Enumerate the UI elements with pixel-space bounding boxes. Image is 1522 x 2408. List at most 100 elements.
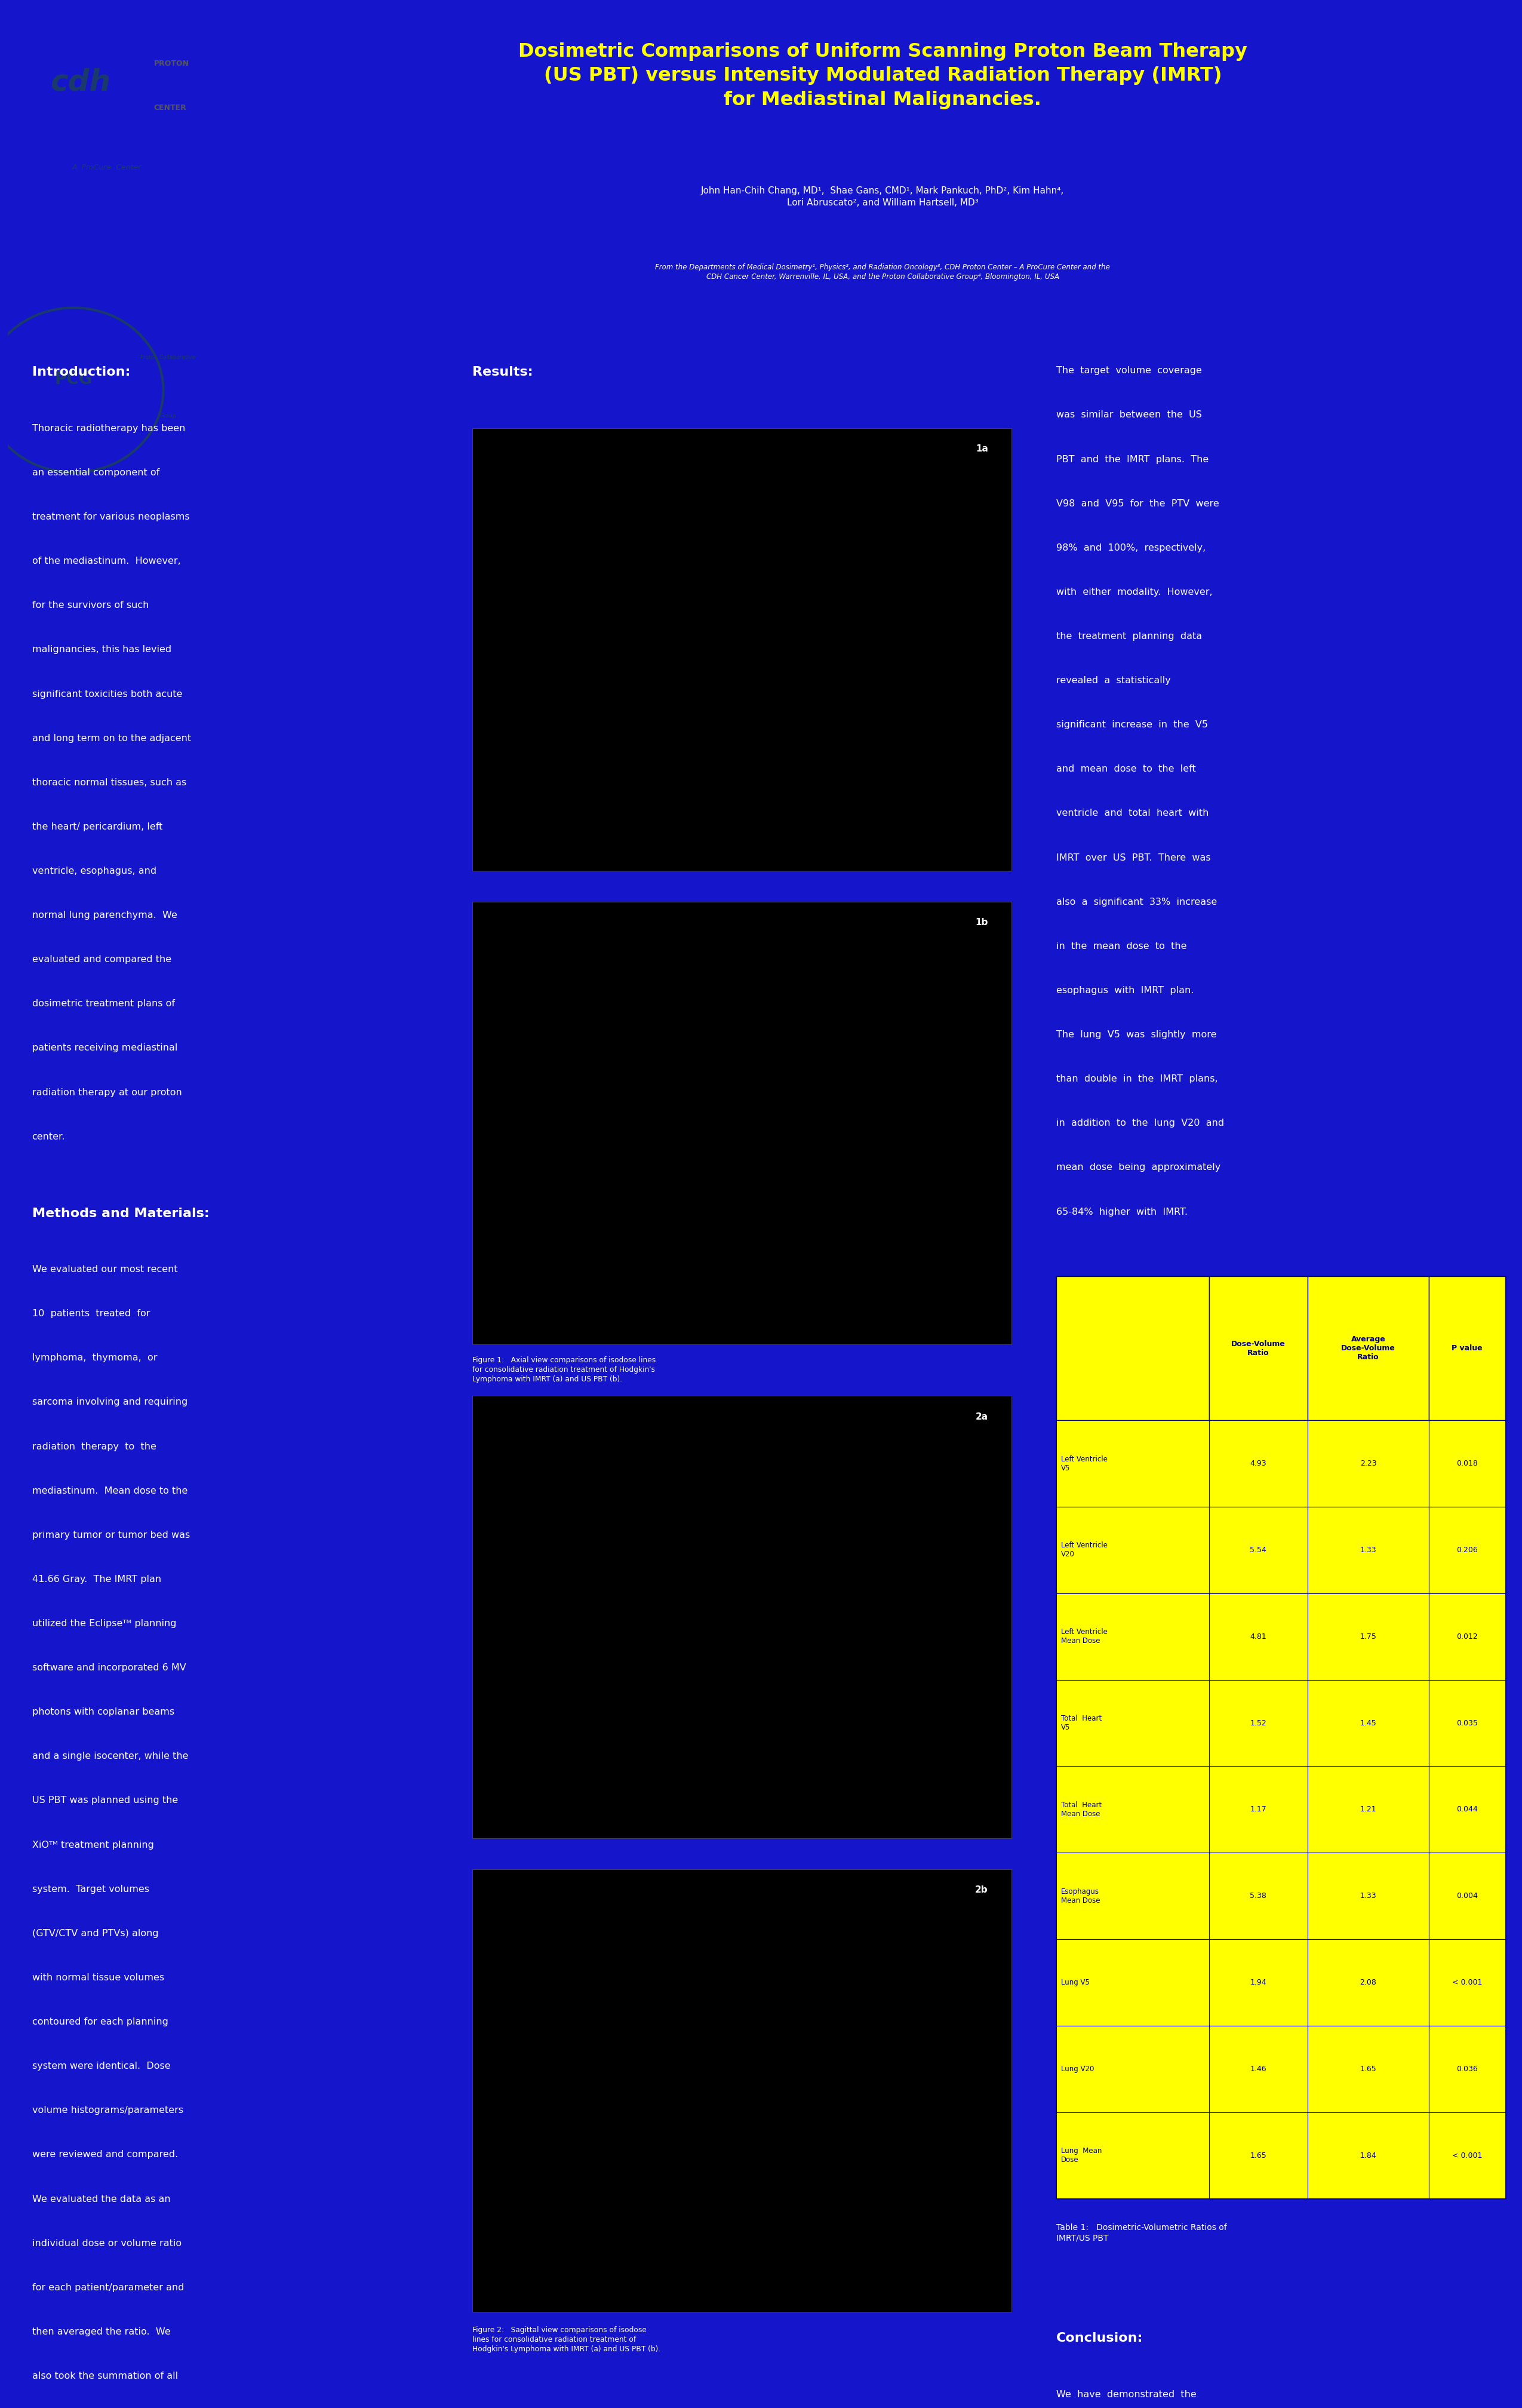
Text: Thoracic radiotherapy has been: Thoracic radiotherapy has been: [32, 424, 186, 433]
Text: Left Ventricle
Mean Dose: Left Ventricle Mean Dose: [1061, 1628, 1108, 1645]
Bar: [1056, 1938, 1208, 2025]
Text: Introduction:: Introduction:: [32, 366, 129, 378]
Text: Left Ventricle
V5: Left Ventricle V5: [1061, 1454, 1108, 1471]
Text: system.  Target volumes: system. Target volumes: [32, 1885, 149, 1893]
Text: with normal tissue volumes: with normal tissue volumes: [32, 1972, 164, 1982]
Bar: [1307, 1681, 1429, 1765]
Text: Left Ventricle
V20: Left Ventricle V20: [1061, 1541, 1108, 1558]
Bar: [1056, 1681, 1208, 1765]
Text: 4.81: 4.81: [1250, 1633, 1266, 1640]
Text: Dose-Volume
Ratio: Dose-Volume Ratio: [1231, 1339, 1286, 1356]
Bar: [1056, 1421, 1208, 1507]
Text: significant toxicities both acute: significant toxicities both acute: [32, 689, 183, 698]
Text: and  mean  dose  to  the  left: and mean dose to the left: [1056, 766, 1196, 773]
Bar: [1056, 2112, 1208, 2199]
Text: volume histograms/parameters: volume histograms/parameters: [32, 2107, 183, 2114]
Text: Lung  Mean
Dose: Lung Mean Dose: [1061, 2148, 1102, 2165]
Text: PCG: PCG: [55, 371, 93, 388]
Bar: [1208, 2112, 1307, 2199]
Bar: [1307, 1938, 1429, 2025]
Text: < 0.001: < 0.001: [1452, 2150, 1482, 2160]
Text: for the survivors of such: for the survivors of such: [32, 602, 149, 609]
Bar: [1429, 1276, 1505, 1421]
Text: 10  patients  treated  for: 10 patients treated for: [32, 1310, 149, 1317]
Text: for each patient/parameter and: for each patient/parameter and: [32, 2283, 184, 2292]
Bar: [1307, 2112, 1429, 2199]
Text: 2a: 2a: [976, 1411, 988, 1421]
Text: 1.75: 1.75: [1361, 1633, 1376, 1640]
Bar: [1429, 1507, 1505, 1594]
Text: with  either  modality.  However,: with either modality. However,: [1056, 588, 1213, 597]
Text: system were identical.  Dose: system were identical. Dose: [32, 2061, 170, 2071]
Text: 0.036: 0.036: [1457, 2066, 1478, 2073]
Text: evaluated and compared the: evaluated and compared the: [32, 956, 170, 963]
Text: 2.08: 2.08: [1361, 1979, 1376, 1987]
Text: Dosimetric Comparisons of Uniform Scanning Proton Beam Therapy
(US PBT) versus I: Dosimetric Comparisons of Uniform Scanni…: [519, 41, 1247, 108]
Text: 98%  and  100%,  respectively,: 98% and 100%, respectively,: [1056, 544, 1205, 551]
Text: 1.65: 1.65: [1361, 2066, 1376, 2073]
Text: Total  Heart
V5: Total Heart V5: [1061, 1714, 1102, 1731]
Bar: [1056, 1276, 1208, 1421]
Text: the heart/ pericardium, left: the heart/ pericardium, left: [32, 821, 163, 831]
Text: ventricle  and  total  heart  with: ventricle and total heart with: [1056, 809, 1208, 819]
Text: the  treatment  planning  data: the treatment planning data: [1056, 631, 1202, 641]
Bar: [1307, 1852, 1429, 1938]
Bar: [1208, 1852, 1307, 1938]
Text: was  similar  between  the  US: was similar between the US: [1056, 409, 1202, 419]
Text: then averaged the ratio.  We: then averaged the ratio. We: [32, 2326, 170, 2336]
Text: Total  Heart
Mean Dose: Total Heart Mean Dose: [1061, 1801, 1102, 1818]
Text: We evaluated the data as an: We evaluated the data as an: [32, 2194, 170, 2203]
Text: 1.33: 1.33: [1361, 1546, 1376, 1553]
Text: and a single isocenter, while the: and a single isocenter, while the: [32, 1753, 189, 1760]
Bar: [1056, 1594, 1208, 1681]
Bar: [1307, 1765, 1429, 1852]
Text: Results:: Results:: [472, 366, 533, 378]
Text: 1a: 1a: [976, 445, 988, 453]
Text: treatment for various neoplasms: treatment for various neoplasms: [32, 513, 189, 523]
Text: were reviewed and compared.: were reviewed and compared.: [32, 2150, 178, 2160]
Text: utilized the Eclipseᵀᴹ planning: utilized the Eclipseᵀᴹ planning: [32, 1618, 177, 1628]
Bar: [1307, 1507, 1429, 1594]
Text: mediastinum.  Mean dose to the: mediastinum. Mean dose to the: [32, 1486, 187, 1495]
Text: of the mediastinum.  However,: of the mediastinum. However,: [32, 556, 181, 566]
Text: 4.93: 4.93: [1250, 1459, 1266, 1466]
Text: than  double  in  the  IMRT  plans,: than double in the IMRT plans,: [1056, 1074, 1218, 1084]
Text: an essential component of: an essential component of: [32, 467, 160, 477]
Text: primary tumor or tumor bed was: primary tumor or tumor bed was: [32, 1531, 190, 1539]
Text: Lung V5: Lung V5: [1061, 1979, 1090, 1987]
Bar: [472, 1397, 1012, 1837]
Text: Figure 2:   Sagittal view comparisons of isodose
lines for consolidative radiati: Figure 2: Sagittal view comparisons of i…: [472, 2326, 661, 2353]
Text: contoured for each planning: contoured for each planning: [32, 2018, 167, 2028]
Text: V98  and  V95  for  the  PTV  were: V98 and V95 for the PTV were: [1056, 498, 1219, 508]
Bar: [1429, 2025, 1505, 2112]
Text: 5.54: 5.54: [1250, 1546, 1266, 1553]
Bar: [1056, 1276, 1505, 2199]
Text: We evaluated our most recent: We evaluated our most recent: [32, 1264, 178, 1274]
Text: 1.84: 1.84: [1361, 2150, 1376, 2160]
Bar: [1056, 2025, 1208, 2112]
Text: Lung V20: Lung V20: [1061, 2066, 1094, 2073]
Text: also took the summation of all: also took the summation of all: [32, 2372, 178, 2382]
Text: Table 1:   Dosimetric-Volumetric Ratios of
IMRT/US PBT: Table 1: Dosimetric-Volumetric Ratios of…: [1056, 2223, 1227, 2242]
Text: Esophagus
Mean Dose: Esophagus Mean Dose: [1061, 1888, 1100, 1905]
Text: P value: P value: [1452, 1344, 1482, 1353]
Text: Average
Dose-Volume
Ratio: Average Dose-Volume Ratio: [1341, 1336, 1396, 1361]
Text: Group: Group: [160, 414, 177, 419]
Text: < 0.001: < 0.001: [1452, 1979, 1482, 1987]
Text: ventricle, esophagus, and: ventricle, esophagus, and: [32, 867, 157, 877]
Bar: [1208, 1681, 1307, 1765]
Text: 1.33: 1.33: [1361, 1893, 1376, 1900]
Bar: [1429, 1852, 1505, 1938]
Bar: [1208, 2025, 1307, 2112]
Bar: [1429, 2112, 1505, 2199]
Text: sarcoma involving and requiring: sarcoma involving and requiring: [32, 1397, 187, 1406]
Text: CENTER: CENTER: [154, 104, 187, 111]
Text: software and incorporated 6 MV: software and incorporated 6 MV: [32, 1664, 186, 1671]
Bar: [1307, 1421, 1429, 1507]
Bar: [1056, 1852, 1208, 1938]
Text: 5.38: 5.38: [1250, 1893, 1266, 1900]
Text: 0.012: 0.012: [1457, 1633, 1478, 1640]
Bar: [1056, 1507, 1208, 1594]
Bar: [1208, 1594, 1307, 1681]
Text: XiOᵀᴹ treatment planning: XiOᵀᴹ treatment planning: [32, 1840, 154, 1849]
